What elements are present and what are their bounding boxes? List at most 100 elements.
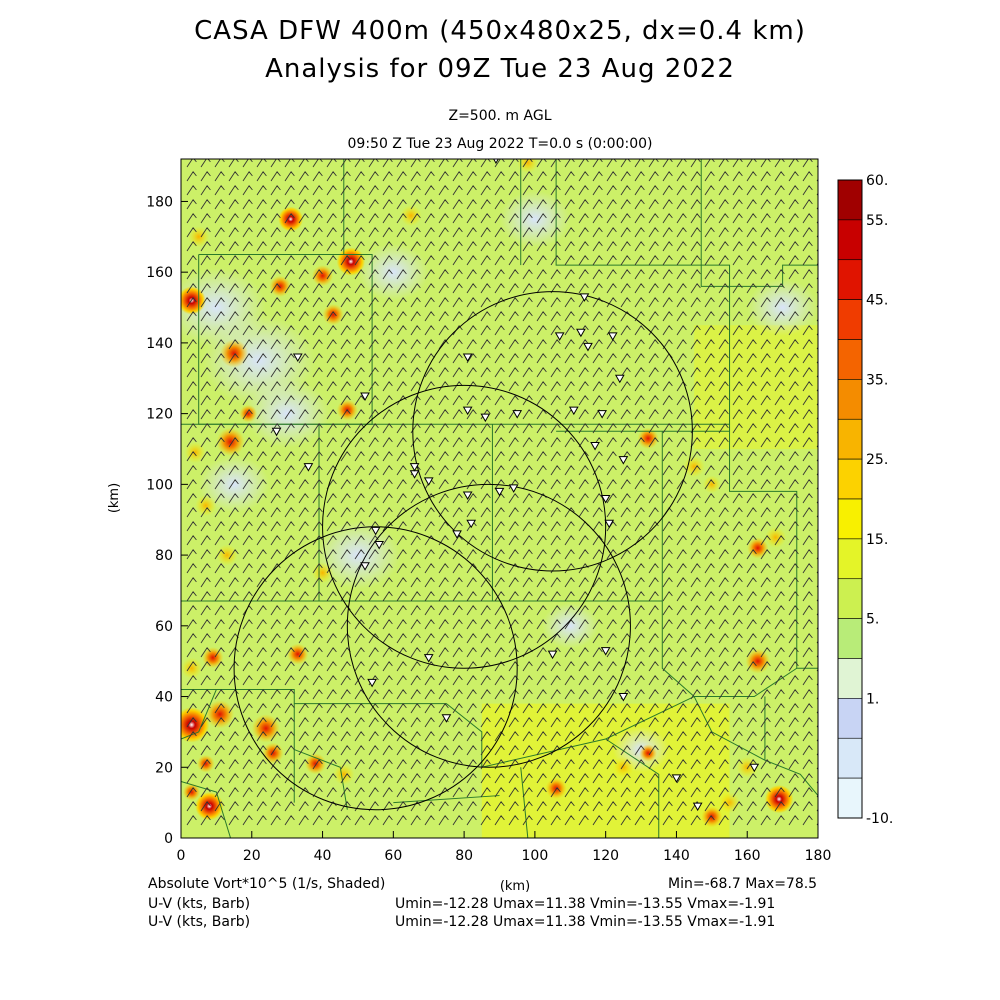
- county-boundary: [294, 749, 348, 810]
- radar-site-marker: [462, 353, 473, 363]
- vorticity-cell: [262, 742, 284, 764]
- y-tick-label: 20: [155, 760, 173, 776]
- y-tick-label: 40: [155, 690, 173, 706]
- y-tick-label: 140: [146, 336, 173, 352]
- y-tick-label: 180: [146, 194, 173, 210]
- x-tick-label: 20: [243, 848, 261, 864]
- x-tick-label: 0: [177, 848, 186, 864]
- vorticity-cell: [205, 700, 235, 729]
- x-axis-unit: (km): [500, 879, 530, 894]
- colorbar-segment: [837, 418, 863, 460]
- low-vorticity-patch: [747, 279, 818, 336]
- colorbar-segment: [837, 538, 863, 580]
- vorticity-maximum: [764, 784, 794, 814]
- colorbar-segment: [837, 219, 863, 261]
- colorbar-label: 15.: [866, 532, 888, 548]
- radar-site-marker: [494, 487, 505, 497]
- radar-site-marker: [554, 332, 565, 341]
- radar-site-marker: [600, 495, 611, 504]
- x-axis: 0 20 40 60 80 100 120 140 160 180: [177, 831, 832, 864]
- plot-title-line2: Analysis for 09Z Tue 23 Aug 2022: [265, 54, 735, 84]
- radar-site-marker: [271, 427, 282, 437]
- radar-site-marker: [614, 374, 625, 384]
- radar-site-marker: [367, 678, 377, 688]
- vorticity-cell: [736, 756, 758, 778]
- vorticity-cell: [637, 427, 659, 449]
- radar-site-marker: [512, 410, 523, 419]
- colorbar-label: 55.: [866, 213, 888, 229]
- level-label: Z=500. m AGL: [448, 108, 552, 124]
- colorbar-label: 5.: [866, 612, 879, 628]
- colorbar-segment: [837, 578, 863, 619]
- colorbar-label: -10.: [866, 811, 893, 827]
- vorticity-cell: [196, 754, 215, 773]
- radar-site-marker: [568, 406, 579, 416]
- y-axis: 0 20 40 60 80 100 120 140 160 180: [146, 194, 188, 847]
- x-tick-label: 100: [522, 848, 549, 864]
- x-tick-label: 80: [455, 848, 473, 864]
- vorticity-cell: [269, 275, 291, 297]
- county-boundary: [393, 795, 500, 804]
- radar-site-marker: [423, 654, 434, 663]
- vorticity-maximum: [336, 247, 366, 276]
- minmax-label: Min=-68.7 Max=78.5: [668, 876, 818, 892]
- radar-site-marker: [692, 802, 703, 812]
- x-tick-label: 60: [384, 848, 402, 864]
- vorticity-cell: [747, 537, 769, 559]
- county-boundary: [764, 696, 818, 796]
- colorbar-label: 60.: [866, 173, 888, 189]
- colorbar-segment: [837, 618, 863, 659]
- y-tick-label: 0: [164, 831, 173, 847]
- vorticity-cell: [612, 756, 634, 778]
- radar-site-marker: [423, 477, 434, 486]
- radar-site-marker: [749, 763, 760, 773]
- vorticity-cell: [251, 714, 281, 743]
- vorticity-cell: [702, 475, 721, 494]
- wind-barbs: [186, 159, 818, 826]
- vorticity-cell: [333, 763, 355, 785]
- colorbar-frame: [837, 179, 863, 819]
- low-vorticity-patch: [198, 456, 270, 513]
- colorbar-segment: [837, 179, 863, 221]
- wind-label-1: U-V (kts, Barb): [148, 896, 251, 912]
- x-tick-label: 180: [805, 848, 832, 864]
- vorticity-cell: [311, 265, 334, 287]
- vorticity-maximum: [181, 286, 206, 315]
- vorticity-cell: [184, 441, 206, 464]
- y-axis-unit: (km): [107, 483, 122, 513]
- wind-label-2: U-V (kts, Barb): [148, 914, 251, 930]
- colorbar-segment: [837, 299, 863, 340]
- y-tick-label: 120: [146, 407, 173, 423]
- vorticity-cell: [304, 753, 327, 775]
- radar-site-marker: [508, 484, 519, 493]
- radar-range-ring: [412, 291, 693, 572]
- colorbar-segment: [837, 737, 863, 779]
- vorticity-cell: [745, 648, 771, 674]
- plot-title-line1: CASA DFW 400m (450x480x25, dx=0.4 km): [194, 16, 806, 46]
- colorbar-segment: [837, 379, 863, 420]
- y-tick-label: 60: [155, 619, 173, 635]
- radar-site-marker: [604, 519, 615, 529]
- radar-range-ring: [233, 526, 518, 811]
- radar-site-marker: [576, 328, 586, 338]
- radar-sites: [271, 159, 760, 812]
- vorticity-cell: [195, 494, 217, 517]
- low-vorticity-patch: [499, 190, 571, 248]
- radar-site-marker: [370, 526, 381, 536]
- vorticity-cell: [219, 339, 249, 368]
- colorbar-label: 25.: [866, 452, 888, 468]
- radar-site-marker: [600, 647, 611, 656]
- radar-site-marker: [547, 650, 558, 660]
- radar-site-marker: [462, 406, 473, 416]
- low-vorticity-patch: [357, 243, 429, 301]
- colorbar-segment: [837, 458, 863, 500]
- vorticity-cell: [517, 159, 539, 174]
- x-tick-label: 140: [663, 848, 690, 864]
- vorticity-maximum: [195, 792, 224, 821]
- vorticity-cell: [181, 657, 203, 679]
- county-boundary: [181, 688, 295, 803]
- y-tick-label: 160: [146, 265, 173, 281]
- radar-site-marker: [360, 392, 370, 401]
- colorbar-segment: [837, 339, 863, 380]
